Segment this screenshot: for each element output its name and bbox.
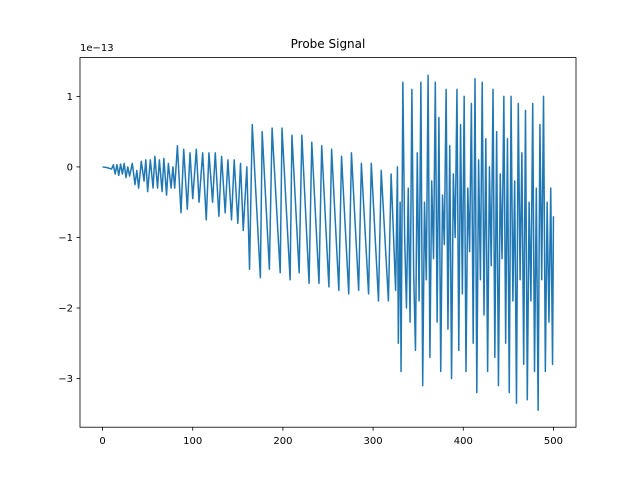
- axes-frame: [79, 57, 577, 428]
- x-tick-label: 100: [183, 436, 202, 447]
- x-tick-label: 200: [273, 436, 292, 447]
- offset-text: 1e−13: [80, 43, 114, 54]
- chart-title: Probe Signal: [291, 37, 366, 51]
- y-tick-label: −3: [58, 374, 73, 385]
- x-tick-label: 500: [544, 436, 563, 447]
- signal-line: [102, 74, 555, 412]
- x-tick-label: 300: [364, 436, 383, 447]
- x-tick-label: 0: [99, 436, 105, 447]
- x-tick-label: 400: [454, 436, 473, 447]
- y-tick-label: 0: [67, 162, 73, 173]
- y-tick-label: 1: [67, 92, 73, 103]
- y-tick-label: −1: [58, 233, 73, 244]
- y-tick-label: −2: [58, 303, 73, 314]
